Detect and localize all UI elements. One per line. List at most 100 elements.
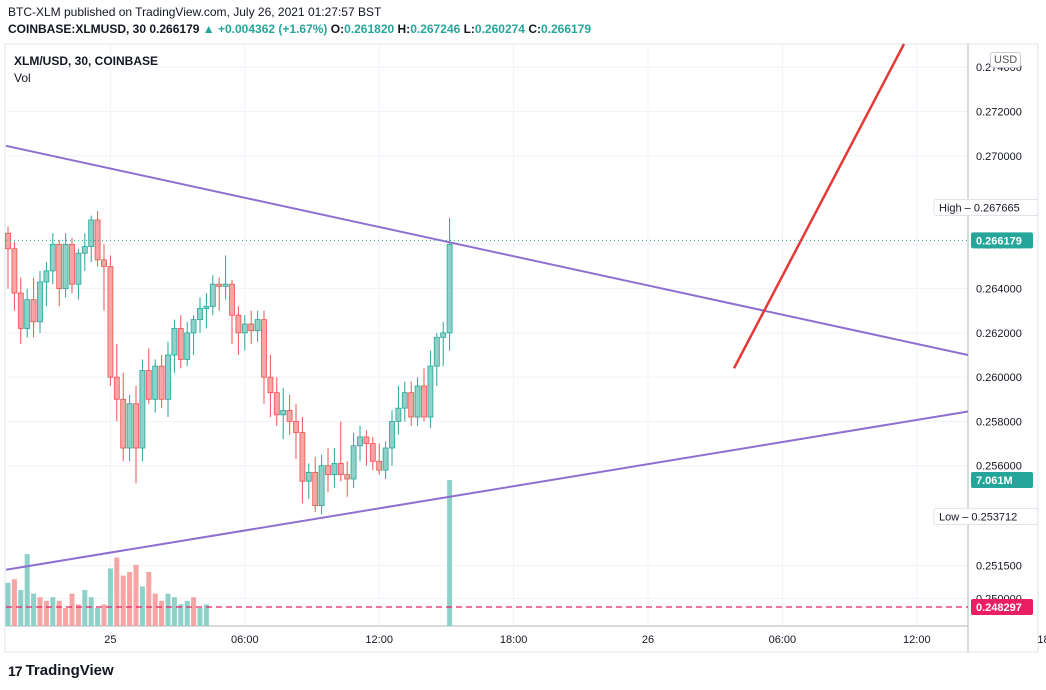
- high-label: H:: [397, 22, 411, 36]
- volume-bar: [184, 600, 190, 626]
- candle-body: [56, 243, 63, 290]
- candle-body: [382, 447, 389, 471]
- candle-body: [261, 319, 267, 378]
- legend-vol: Vol: [14, 71, 31, 85]
- brand-name: TradingView: [25, 662, 114, 679]
- currency-button[interactable]: USD: [990, 52, 1022, 68]
- volume-bar: [31, 593, 37, 626]
- volume-average-label-text: 0.248297: [976, 602, 1022, 614]
- candle-body: [94, 219, 101, 261]
- volume-bar: [114, 557, 120, 626]
- current-price-label-bg: [971, 232, 1033, 249]
- candle-body: [350, 445, 357, 480]
- candle-body: [318, 465, 325, 506]
- trend-line: [5, 410, 969, 571]
- candle-body: [197, 308, 203, 321]
- candle-body: [286, 409, 293, 422]
- candle-body: [177, 328, 184, 360]
- volume-bar: [43, 600, 49, 626]
- time-tick-label: 12:00: [365, 634, 393, 646]
- candle-body: [414, 385, 421, 418]
- time-tick-label: 06:00: [231, 634, 259, 646]
- candle-body: [5, 232, 11, 250]
- volume-bar: [203, 604, 209, 626]
- candle-body: [222, 283, 229, 287]
- symbol-label: COINBASE:XLMUSD, 30: [8, 22, 147, 36]
- volume-bars: [5, 480, 453, 626]
- candle-body: [126, 403, 133, 449]
- candle-body: [101, 259, 107, 267]
- candle-body: [331, 463, 338, 475]
- candles: [5, 211, 453, 515]
- low-price-label: Low – 0.253712: [933, 507, 1039, 525]
- volume-bar: [127, 572, 133, 626]
- candle-body: [190, 319, 197, 334]
- time-tick-label: 12:00: [903, 634, 931, 646]
- volume-value-label-text: 7.061M: [976, 475, 1013, 487]
- time-tick-label: 06:00: [769, 634, 797, 646]
- candle-body: [216, 283, 223, 287]
- candle-body: [165, 354, 171, 400]
- price-tick-label: 0.251500: [976, 560, 1022, 572]
- time-tick-label: 18:00: [1037, 634, 1046, 646]
- volume-average-label-bg: [971, 599, 1033, 615]
- candle-body: [30, 299, 37, 323]
- candle-body: [24, 299, 31, 329]
- candle-body: [344, 474, 351, 480]
- current-price-label: 0.266179: [971, 232, 1033, 249]
- candle-body: [408, 392, 415, 418]
- candle-body: [145, 370, 152, 400]
- high-price-label: High – 0.267665: [933, 198, 1039, 216]
- chart-legend: XLM/USD, 30, COINBASE Vol: [14, 53, 158, 87]
- trend-line: [5, 144, 969, 357]
- candle-body: [440, 332, 447, 338]
- open-label: O:: [330, 22, 345, 36]
- candle-body: [433, 336, 440, 367]
- price-tick-label: 0.258000: [976, 416, 1022, 428]
- volume-bar: [75, 604, 81, 626]
- open-value: 0.261820: [344, 22, 395, 36]
- price-tick-label: 0.264000: [976, 284, 1022, 296]
- candle-body: [184, 332, 191, 360]
- candle-body: [75, 252, 82, 285]
- volume-bar: [56, 600, 62, 626]
- close-label: C:: [528, 22, 541, 36]
- candle-body: [325, 465, 331, 475]
- candle-body: [17, 292, 24, 329]
- volume-bar: [63, 608, 69, 626]
- tradingview-logo: 17 TradingView: [8, 662, 114, 679]
- high-value: 0.267246: [410, 22, 461, 36]
- current-price-label-text: 0.266179: [976, 235, 1022, 247]
- volume-bar: [101, 604, 107, 626]
- low-label: L:: [463, 22, 475, 36]
- volume-bar: [146, 572, 152, 626]
- candle-body: [235, 314, 242, 334]
- time-tick-label: 26: [642, 634, 654, 646]
- price-tick-label: 0.270000: [976, 151, 1022, 163]
- candle-body: [395, 407, 402, 422]
- candle-body: [248, 323, 255, 332]
- volume-bar: [159, 600, 165, 626]
- candle-body: [389, 421, 395, 449]
- candle-body: [299, 432, 306, 482]
- candle-body: [152, 365, 159, 400]
- candle-body: [158, 365, 165, 400]
- candle-body: [69, 243, 75, 285]
- candle-body: [241, 323, 248, 334]
- volume-bar: [18, 590, 24, 626]
- candle-body: [62, 243, 69, 290]
- price-tick-label: 0.262000: [976, 328, 1022, 340]
- volume-average-label: 0.248297: [971, 599, 1033, 615]
- candle-body: [171, 328, 178, 356]
- candle-body: [337, 463, 344, 475]
- candle-body: [401, 392, 408, 409]
- low-value: 0.260274: [474, 22, 525, 36]
- candle-body: [133, 403, 139, 449]
- candle-body: [421, 385, 427, 418]
- low-price-label-bg: [933, 507, 1039, 525]
- volume-bar: [139, 586, 145, 626]
- volume-bar: [191, 597, 197, 626]
- volume-value-label: 7.061M: [971, 472, 1033, 488]
- candle-body: [209, 283, 216, 307]
